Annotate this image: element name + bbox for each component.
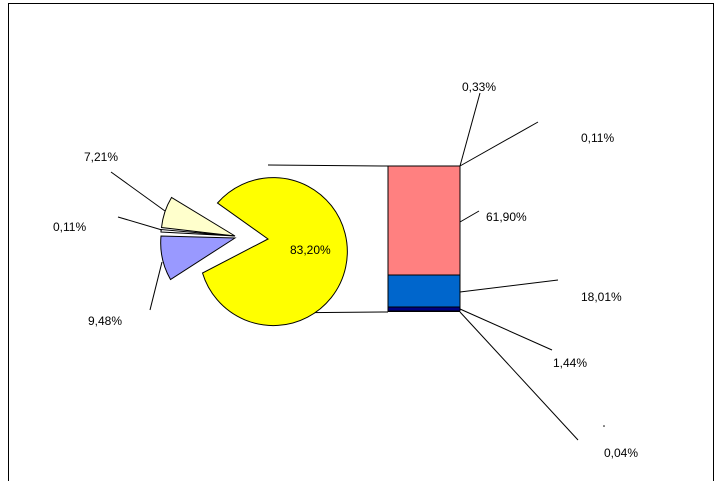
leader-line-pie-white	[117, 216, 163, 231]
leader-line-bar-6	[459, 311, 579, 441]
pie-slice-light	[160, 196, 236, 237]
leader-line-pie-blue	[149, 261, 163, 311]
bar-segment-navy	[387, 306, 461, 312]
bar-segment-blue	[387, 274, 461, 308]
bar-label-3: 61,90%	[486, 210, 527, 224]
bar-label-1: 0,33%	[462, 80, 496, 94]
pie-label-blue: 9,48%	[88, 314, 122, 328]
leader-line-bar-2	[459, 121, 539, 167]
connector-top	[267, 164, 389, 167]
pie-slice-blue	[160, 235, 237, 281]
bar-label-6: 0,04%	[604, 446, 638, 460]
bar-label-5: 1,44%	[553, 356, 587, 370]
bar-label-4: 18,01%	[581, 290, 622, 304]
leader-line-pie-light	[110, 171, 166, 212]
pie-label-light: 7,21%	[84, 150, 118, 164]
leader-line-bar-3	[459, 210, 480, 223]
leader-line-bar-4	[459, 279, 559, 293]
pie-label-main: 83,20%	[290, 243, 331, 257]
pie-label-white: 0,11%	[53, 220, 86, 234]
chart-border	[8, 3, 714, 481]
pie-slice-main	[201, 177, 348, 327]
bar-label-2: 0,11%	[581, 131, 614, 145]
leader-dot	[603, 425, 605, 427]
leader-line-bar-5	[459, 308, 553, 351]
bar-segment-pink	[387, 165, 461, 276]
pie-slice-white	[160, 228, 236, 237]
leader-line-bar-1	[459, 92, 481, 167]
